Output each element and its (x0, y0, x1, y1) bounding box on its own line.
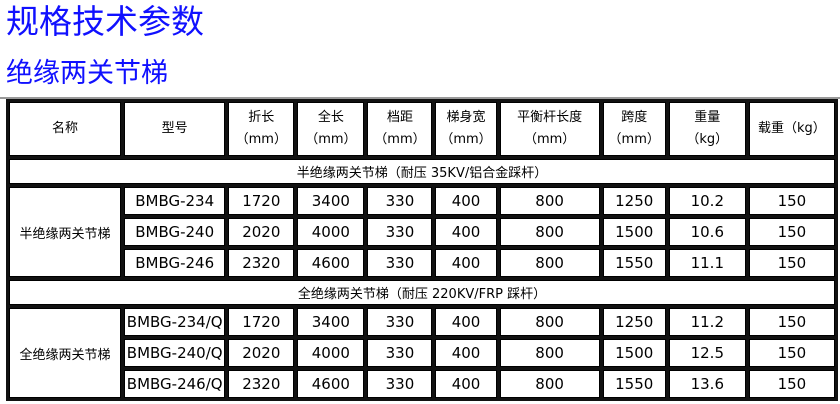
value-cell: 330 (367, 218, 433, 246)
value-cell: 4000 (297, 339, 365, 367)
divider (0, 97, 840, 99)
value-cell: 11.1 (668, 249, 746, 277)
column-header: 档距 （mm） (367, 102, 433, 156)
value-cell: 330 (367, 187, 433, 215)
header-unit: （kg） (686, 132, 729, 147)
value-cell: 1550 (602, 249, 666, 277)
product-name-cell: 全绝缘两关节梯 (9, 308, 122, 398)
value-cell: 150 (748, 308, 835, 336)
model-cell: BMBG-234/Q (124, 308, 226, 336)
value-cell: 400 (435, 308, 497, 336)
value-cell: 330 (367, 370, 433, 398)
value-cell: 4600 (297, 249, 365, 277)
value-cell: 2320 (228, 370, 295, 398)
table-row: BMBG-240/Q 2020 4000 330 400 800 1500 12.5 150 (9, 339, 835, 367)
value-cell: 2320 (228, 249, 295, 277)
value-cell: 12.5 (668, 339, 746, 367)
value-cell: 3400 (297, 187, 365, 215)
value-cell: 1720 (228, 187, 295, 215)
value-cell: 1550 (602, 370, 666, 398)
value-cell: 400 (435, 249, 497, 277)
header-unit: （mm） (305, 132, 357, 147)
page-title: 规格技术参数 (6, 2, 204, 41)
value-cell: 400 (435, 339, 497, 367)
spec-table: 名称 型号 折长 （mm） 全长 （mm） 档距 （mm） 梯身宽 （mm） 平衡杆长度 （mm） 跨度… (6, 99, 838, 401)
section-title: 绝缘两关节梯 (6, 58, 168, 89)
column-header: 梯身宽 （mm） (435, 102, 497, 156)
value-cell: 1720 (228, 308, 295, 336)
value-cell: 800 (499, 308, 600, 336)
value-cell: 150 (748, 370, 835, 398)
column-header: 折长 （mm） (228, 102, 295, 156)
value-cell: 400 (435, 187, 497, 215)
value-cell: 150 (748, 339, 835, 367)
table-row: 半绝缘两关节梯 BMBG-234 1720 3400 330 400 800 1250 10.2… (9, 187, 835, 277)
header-unit: （mm） (608, 132, 660, 147)
value-cell: 10.2 (668, 187, 746, 215)
model-cell: BMBG-246 (124, 249, 226, 277)
header-label: 档距 (386, 110, 413, 125)
value-cell: 11.2 (668, 308, 746, 336)
value-cell: 1500 (602, 339, 666, 367)
value-cell: 1250 (602, 308, 666, 336)
value-cell: 800 (499, 187, 600, 215)
value-cell: 4000 (297, 218, 365, 246)
header-unit: （mm） (235, 132, 287, 147)
header-label: 梯身宽 (446, 110, 486, 125)
value-cell: 4600 (297, 370, 365, 398)
column-header: 载重（kg） (748, 102, 835, 156)
table-row: BMBG-246/Q 2320 4600 330 400 800 1550 13.6 150 (9, 370, 835, 398)
column-header: 跨度 （mm） (602, 102, 666, 156)
value-cell: 330 (367, 308, 433, 336)
value-cell: 1500 (602, 218, 666, 246)
value-cell: 800 (499, 339, 600, 367)
table-row: BMBG-246 2320 4600 330 400 800 1550 11.1 150 (9, 249, 835, 277)
value-cell: 1250 (602, 187, 666, 215)
value-cell: 150 (748, 187, 835, 215)
header-label: 型号 (161, 121, 188, 136)
value-cell: 3400 (297, 308, 365, 336)
model-cell: BMBG-234 (124, 187, 226, 215)
header-unit: （mm） (523, 132, 576, 147)
header-label: 重量 (694, 110, 721, 125)
value-cell: 10.6 (668, 218, 746, 246)
model-cell: BMBG-246/Q (124, 370, 226, 398)
value-cell: 400 (435, 218, 497, 246)
value-cell: 330 (367, 339, 433, 367)
header-label: 名称 (52, 121, 79, 136)
value-cell: 13.6 (668, 370, 746, 398)
header-label: 全长 (317, 110, 344, 125)
table-row: 全绝缘两关节梯 BMBG-234/Q 1720 3400 330 400 800 1250 11… (9, 308, 835, 398)
value-cell: 800 (499, 370, 600, 398)
model-cell: BMBG-240 (124, 218, 226, 246)
value-cell: 150 (748, 249, 835, 277)
header-unit: （mm） (440, 132, 492, 147)
value-cell: 2020 (228, 218, 295, 246)
header-row: 名称 型号 折长 （mm） 全长 （mm） 档距 （mm） 梯身宽 （mm） 平衡杆长度 （mm） 跨度… (9, 102, 835, 156)
header-unit: （mm） (374, 132, 426, 147)
header-label: 载重（kg） (758, 121, 826, 136)
section-label: 半绝缘两关节梯（耐压 35KV/铝合金踩杆） (9, 159, 835, 184)
value-cell: 150 (748, 218, 835, 246)
product-name-cell: 半绝缘两关节梯 (9, 187, 122, 277)
header-label: 折长 (248, 110, 275, 125)
model-cell: BMBG-240/Q (124, 339, 226, 367)
header-label: 平衡杆长度 (517, 110, 583, 125)
table-row: BMBG-240 2020 4000 330 400 800 1500 10.6 150 (9, 218, 835, 246)
column-header: 平衡杆长度 （mm） (499, 102, 600, 156)
value-cell: 800 (499, 249, 600, 277)
section-row: 半绝缘两关节梯（耐压 35KV/铝合金踩杆） (9, 159, 835, 184)
value-cell: 400 (435, 370, 497, 398)
column-header: 全长 （mm） (297, 102, 365, 156)
column-header: 名称 (9, 102, 122, 156)
value-cell: 2020 (228, 339, 295, 367)
column-header: 重量 （kg） (668, 102, 746, 156)
column-header: 型号 (124, 102, 226, 156)
header-label: 跨度 (621, 110, 648, 125)
section-row: 全绝缘两关节梯（耐压 220KV/FRP 踩杆） (9, 280, 835, 305)
value-cell: 800 (499, 218, 600, 246)
value-cell: 330 (367, 249, 433, 277)
section-label: 全绝缘两关节梯（耐压 220KV/FRP 踩杆） (9, 280, 835, 305)
